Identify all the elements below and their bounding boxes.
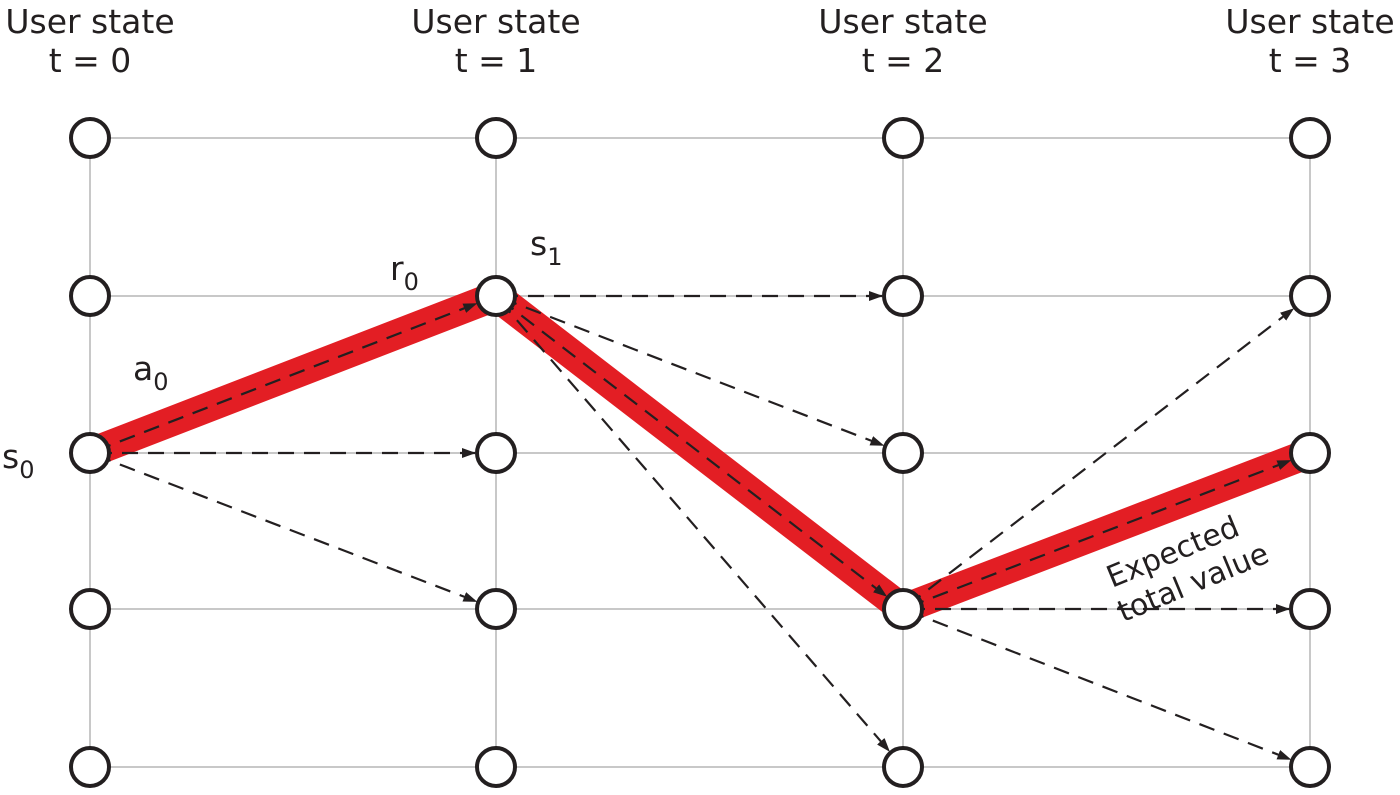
transition-arrows (95, 291, 1295, 761)
state-node (882, 432, 924, 474)
label-s1: s1 (530, 224, 562, 271)
label-a0-index: 0 (153, 368, 168, 396)
label-s0: s0 (2, 437, 34, 484)
transition-arrow (907, 307, 1295, 607)
state-node (69, 432, 111, 474)
state-node (882, 746, 924, 788)
label-s1-base: s (530, 224, 547, 263)
label-s0-index: 0 (19, 456, 34, 484)
column-header-time: t = 1 (455, 41, 538, 80)
state-node (882, 275, 924, 317)
state-node (69, 275, 111, 317)
transition-arrow (908, 610, 1292, 761)
state-node (1289, 117, 1331, 159)
label-r0-index: 0 (404, 268, 419, 296)
state-node (475, 588, 517, 630)
column-header-title: User state (411, 2, 580, 41)
label-s1-index: 1 (547, 243, 562, 271)
column-header-title: User state (818, 2, 987, 41)
state-node (1289, 275, 1331, 317)
state-node (475, 117, 517, 159)
label-r0: r0 (390, 249, 419, 296)
state-node (1289, 588, 1331, 630)
column-header-title: User state (5, 2, 174, 41)
state-node (882, 117, 924, 159)
transition-arrow (499, 299, 891, 752)
state-node (475, 432, 517, 474)
column-header-time: t = 2 (862, 41, 945, 80)
state-node (69, 117, 111, 159)
column-headers: User state t = 0 User state t = 1 User s… (5, 2, 1394, 80)
state-node (1289, 746, 1331, 788)
column-header-title: User state (1225, 2, 1394, 41)
state-node (1289, 432, 1331, 474)
label-a0-base: a (133, 349, 153, 388)
transition-arrow (501, 297, 885, 447)
transition-arrow (95, 302, 478, 452)
transition-arrow (908, 459, 1292, 608)
label-a0: a0 (133, 349, 169, 396)
label-s0-base: s (2, 437, 19, 476)
state-node (475, 275, 517, 317)
state-node (69, 746, 111, 788)
transition-arrow (500, 298, 888, 598)
state-node (475, 746, 517, 788)
label-r0-base: r (390, 249, 404, 288)
state-nodes (69, 117, 1331, 788)
state-node (69, 588, 111, 630)
column-header-time: t = 3 (1269, 41, 1352, 80)
column-header-time: t = 0 (49, 41, 132, 80)
state-node (882, 588, 924, 630)
transition-arrow (95, 454, 478, 603)
